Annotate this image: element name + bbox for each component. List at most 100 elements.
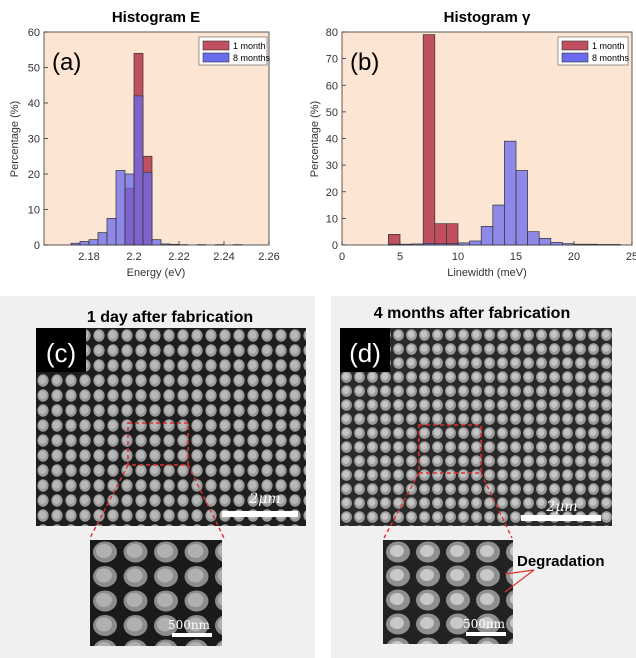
y-tick-label: 0 (332, 240, 338, 252)
chart-b-xlabel: Linewidth (meV) (447, 267, 526, 279)
charta-bar-series2 (142, 171, 153, 246)
x-tick-label: 2.22 (168, 251, 189, 263)
zoom-line-d-left (383, 472, 420, 539)
chart-a-ylabel: Percentage (%) (9, 101, 21, 177)
x-tick-label: 15 (510, 251, 522, 263)
y-tick-label: 20 (326, 187, 338, 199)
chartb-bar-series2 (562, 243, 575, 246)
chart-b-legend: 1 month 8 months (557, 36, 630, 66)
chartb-bar-series2 (422, 243, 436, 246)
chartb-bar-series1 (446, 223, 459, 246)
x-tick-label: 5 (397, 251, 403, 263)
charta-bar-series2 (88, 239, 99, 246)
chartb-bar-series2 (538, 237, 552, 246)
legend-label: 1 month (592, 41, 625, 51)
sem-panel-d-label-box (340, 328, 390, 372)
x-tick-label: 2.2 (126, 251, 141, 263)
sem-panel-c-label-box (36, 328, 86, 372)
y-tick-label: 10 (28, 205, 40, 217)
chartb-bar-series2 (446, 243, 459, 246)
sem-panel-c: 1 day after fabrication (c) 2μm 500nm (0, 296, 315, 658)
y-tick-label: 10 (326, 213, 338, 225)
y-tick-label: 50 (326, 107, 338, 119)
chartb-bar-series2 (585, 243, 598, 246)
legend-swatch (202, 52, 230, 63)
x-tick-label: 2.24 (213, 251, 234, 263)
chartb-bar-series1 (434, 223, 447, 246)
chartb-bar-series2 (492, 204, 505, 246)
y-tick-label: 60 (326, 80, 338, 92)
charta-bar-series2 (106, 218, 117, 246)
charta-bar-series2 (151, 239, 162, 246)
sem-inset-d (383, 540, 513, 644)
chart-b-ylabel: Percentage (%) (309, 101, 321, 177)
sem-panel-d-label: (d) (349, 338, 381, 368)
chartb-bar-series2 (457, 242, 470, 246)
x-tick-label: 20 (568, 251, 580, 263)
y-tick-label: 50 (28, 63, 40, 75)
legend-swatch (561, 40, 589, 51)
degradation-arrow-2 (504, 569, 535, 593)
chart-a-legend: 1 month 8 months (198, 36, 271, 66)
chartb-bar-series2 (480, 226, 494, 246)
sem-inset-d-scale-bar (466, 632, 506, 636)
charta-bar-series2 (133, 95, 144, 246)
degradation-annotation: Degradation (517, 553, 605, 570)
chartb-bar-series2 (399, 243, 412, 246)
charta-bar-series2 (169, 243, 180, 246)
legend-swatch (202, 40, 230, 51)
degradation-arrow-1 (504, 569, 535, 575)
charta-bar-series2 (79, 241, 90, 246)
sem-inset-c-scale-text: 500nm (168, 618, 211, 632)
y-tick-label: 30 (326, 160, 338, 172)
y-tick-label: 70 (326, 54, 338, 66)
sem-inset-c-scale-bar (172, 633, 212, 637)
sem-d-scale-text: 2μm (545, 499, 577, 515)
histogram-energy-chart: Histogram E 0 10 20 30 40 50 60 2.18 2.2 2.22 2.24… (9, 9, 280, 279)
chartb-bar-series1 (388, 234, 401, 246)
chartb-bar-series2 (411, 243, 424, 246)
sem-inset-c (90, 540, 222, 646)
chart-b-title: Histogram γ (444, 9, 531, 26)
charta-bar-series2 (97, 232, 108, 246)
x-tick-label: 10 (452, 251, 464, 263)
sem-panel-d-title: 4 months after fabrication (374, 305, 570, 322)
charta-bar-series2 (124, 173, 135, 246)
sem-panel-d: 4 months after fabrication (d) 2μm 500nm… (331, 296, 636, 658)
zoom-line-d-right (480, 472, 513, 539)
chart-a-plot-area (43, 31, 270, 246)
chartb-bar-series2 (434, 243, 447, 246)
x-tick-label: 2.18 (78, 251, 99, 263)
sem-c-scale-text: 2μm (248, 491, 280, 507)
charta-bar-series2 (160, 243, 171, 246)
y-tick-label: 40 (326, 134, 338, 146)
y-tick-label: 40 (28, 98, 40, 110)
chart-a-xlabel: Energy (eV) (127, 267, 186, 279)
chartb-bar-series2 (469, 240, 482, 246)
chart-b-panel-label: (b) (350, 49, 379, 76)
sem-d-scale-bar (521, 515, 601, 521)
x-tick-label: 25 (626, 251, 636, 263)
y-tick-label: 0 (34, 240, 40, 252)
x-tick-label: 2.26 (258, 251, 279, 263)
chartb-bar-series1 (422, 34, 436, 246)
chartb-bar-series2 (550, 241, 563, 246)
sem-c-scale-bar (222, 511, 298, 517)
chartb-bar-series2 (504, 140, 517, 246)
legend-label: 8 months (233, 53, 271, 63)
roi-box-d (418, 424, 482, 474)
legend-label: 1 month (233, 41, 266, 51)
y-tick-label: 80 (326, 27, 338, 39)
y-tick-label: 30 (28, 134, 40, 146)
sem-panel-c-title: 1 day after fabrication (87, 309, 253, 326)
chartb-bar-series2 (388, 243, 401, 246)
y-tick-label: 60 (28, 27, 40, 39)
x-tick-label: 0 (339, 251, 345, 263)
chart-a-panel-label: (a) (52, 49, 81, 76)
roi-box-c (127, 422, 189, 466)
chartb-bar-series2 (515, 170, 528, 246)
charta-bar-series2 (115, 170, 126, 246)
charta-bar-series2 (70, 242, 81, 246)
